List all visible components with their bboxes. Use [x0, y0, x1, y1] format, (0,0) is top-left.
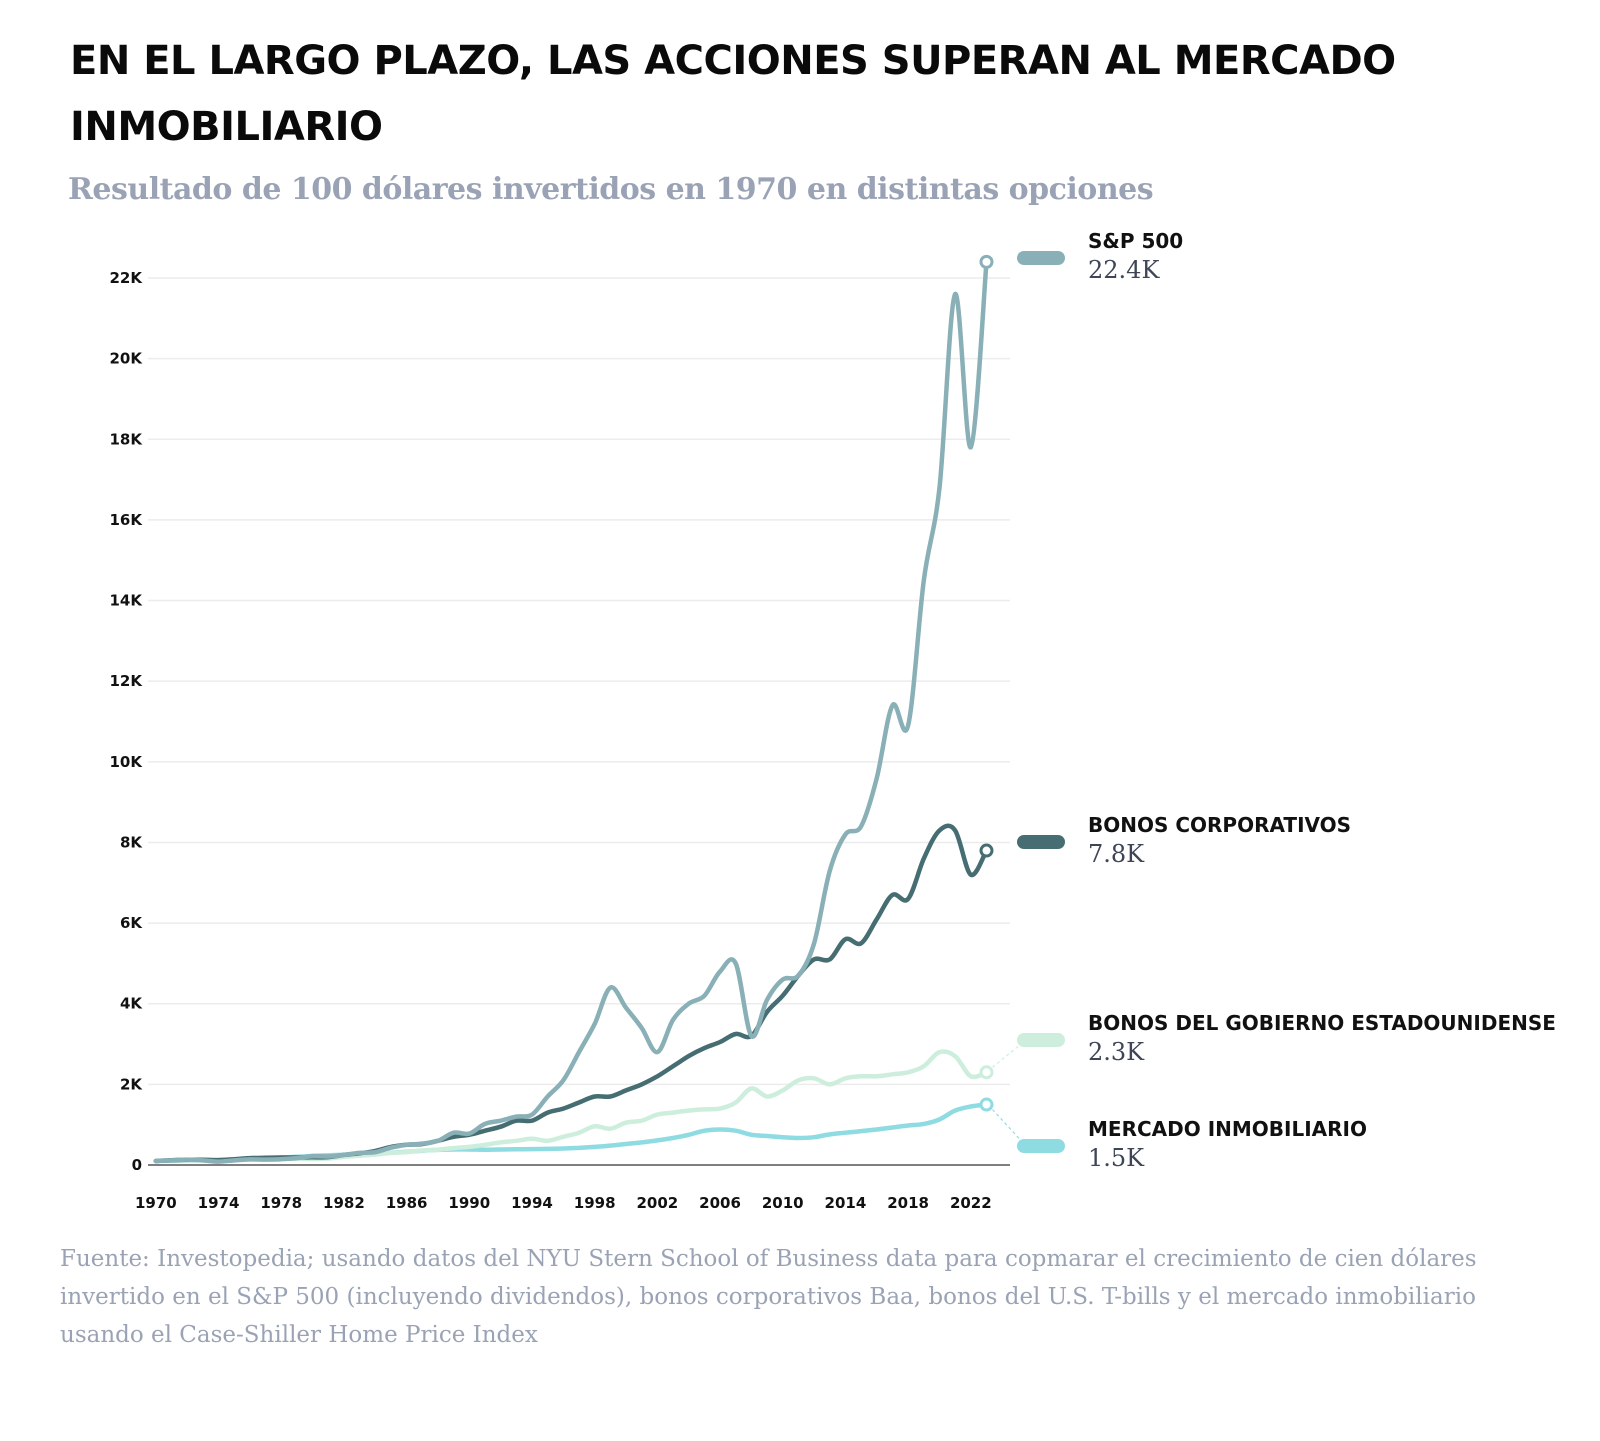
y-tick-label: 10K: [110, 753, 144, 771]
legend-value: 7.8K: [1088, 840, 1145, 868]
x-tick-label: 1998: [574, 1194, 616, 1212]
y-tick-label: 20K: [110, 350, 144, 368]
series-end-point: [979, 1065, 994, 1080]
x-tick-label: 1970: [135, 1194, 177, 1212]
legend-label: BONOS CORPORATIVOS: [1088, 813, 1351, 837]
x-tick-label: 2022: [950, 1194, 992, 1212]
legend-label: BONOS DEL GOBIERNO ESTADOUNIDENSE: [1088, 1011, 1556, 1035]
x-axis: 1970 1974 1978 1982 1986 1990 1994 1998 2002 2006…: [135, 1194, 992, 1212]
x-tick-label: 1994: [511, 1194, 553, 1212]
series-end-point: [979, 843, 994, 858]
legend: MERCADO INMOBILIARIO 1.5K BONOS DEL GOBIER…: [992, 229, 1556, 1172]
x-tick-label: 2014: [825, 1194, 867, 1212]
y-tick-label: 8K: [120, 833, 143, 851]
legend-value: 22.4K: [1088, 256, 1160, 284]
grid: [148, 277, 1010, 1166]
x-tick-label: 1974: [198, 1194, 240, 1212]
series-line-bonos-corporativos: [153, 823, 989, 1164]
legend-connector: [992, 1109, 1027, 1147]
y-tick-label: 2K: [120, 1075, 143, 1093]
x-tick-label: 1978: [260, 1194, 302, 1212]
y-tick-label: 14K: [110, 592, 144, 610]
y-tick-label: 16K: [110, 511, 144, 529]
y-tick-label: 22K: [110, 269, 144, 287]
series-lines: [153, 254, 994, 1164]
series-line-s-p-500: [153, 259, 989, 1164]
legend-label: MERCADO INMOBILIARIO: [1088, 1117, 1367, 1141]
y-tick-label: 6K: [120, 914, 143, 932]
chart-subtitle: Resultado de 100 dólares invertidos en 1…: [68, 172, 1154, 207]
y-tick-label: 0: [132, 1156, 142, 1174]
legend-value: 2.3K: [1088, 1038, 1145, 1066]
series-end-point: [979, 1097, 994, 1112]
x-tick-label: 1986: [386, 1194, 428, 1212]
x-tick-label: 2002: [636, 1194, 678, 1212]
y-tick-label: 12K: [110, 672, 144, 690]
y-axis: 0 2K 4K 6K 8K 10K 12K 14K 16K 18K 20K 22K: [110, 269, 144, 1174]
source-note: Fuente: Investopedia; usando datos del N…: [60, 1246, 1477, 1348]
legend-label: S&P 500: [1088, 229, 1183, 253]
x-tick-label: 2018: [887, 1194, 929, 1212]
x-tick-label: 1982: [323, 1194, 365, 1212]
x-tick-label: 2010: [762, 1194, 804, 1212]
x-tick-label: 2006: [699, 1194, 741, 1212]
series-end-point: [979, 254, 994, 269]
chart-title: EN EL LARGO PLAZO, LAS ACCIONES SUPERAN …: [70, 38, 1396, 150]
x-tick-label: 1990: [448, 1194, 490, 1212]
y-tick-label: 4K: [120, 995, 143, 1013]
y-tick-label: 18K: [110, 430, 144, 448]
legend-value: 1.5K: [1088, 1144, 1145, 1172]
